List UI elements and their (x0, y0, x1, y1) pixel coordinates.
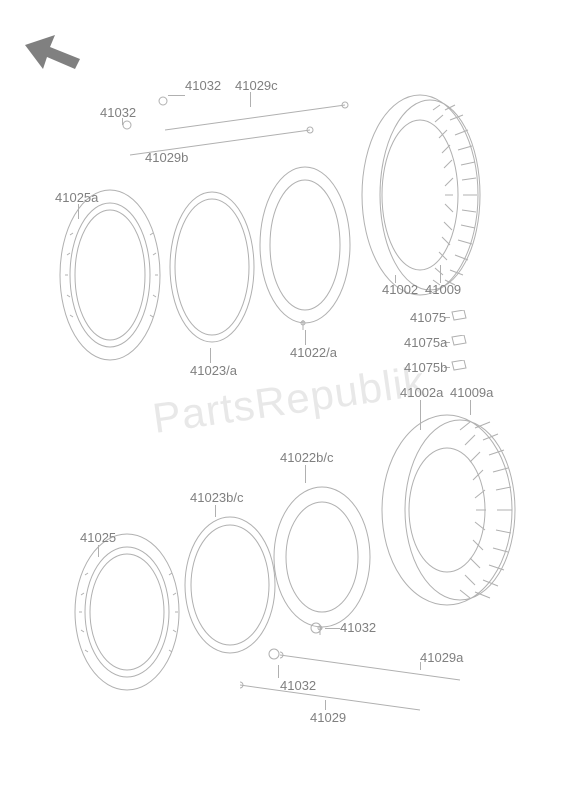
label-41032-tr: 41032 (185, 78, 221, 93)
leader-41032-tr (168, 95, 185, 96)
label-41009: 41009 (425, 282, 461, 297)
arrow-indicator (25, 35, 95, 85)
part-nipple-tl (122, 120, 132, 130)
leader-41009a (470, 400, 471, 415)
label-41023a: 41023/a (190, 363, 237, 378)
label-41032-bm: 41032 (340, 620, 376, 635)
label-41075: 41075 (410, 310, 446, 325)
label-41075a: 41075a (404, 335, 447, 350)
leader-41002a (420, 400, 421, 430)
leader-41029 (325, 700, 326, 710)
label-41025a: 41025a (55, 190, 98, 205)
part-rimband-rear (180, 510, 280, 660)
part-rim-front (55, 185, 165, 365)
leader-41023bc (215, 505, 216, 517)
leader-41025 (98, 545, 99, 557)
label-41075b: 41075b (404, 360, 447, 375)
part-tube-rear (270, 480, 375, 635)
label-41009a: 41009a (450, 385, 493, 400)
label-41025: 41025 (80, 530, 116, 545)
leader-41032-bl (278, 665, 279, 678)
leader-41025a (78, 204, 79, 219)
part-nipple-tr (158, 96, 168, 106)
part-rimband-front (165, 185, 260, 350)
leader-41023a (210, 348, 211, 363)
label-41029a: 41029a (420, 650, 463, 665)
part-nipple-bm (310, 622, 322, 634)
part-tube-front (255, 160, 355, 330)
part-weight-1 (450, 310, 468, 322)
label-41002a: 41002a (400, 385, 443, 400)
part-rim-rear (70, 530, 185, 695)
part-nipple-bl (268, 648, 280, 660)
leader-41009 (440, 265, 441, 283)
label-41023bc: 41023b/c (190, 490, 244, 505)
leader-41022bc (305, 465, 306, 483)
leader-41022a (305, 330, 306, 345)
label-41002: 41002 (382, 282, 418, 297)
label-41029c: 41029c (235, 78, 278, 93)
part-tire-front (355, 90, 485, 300)
part-weight-2 (450, 335, 468, 347)
label-41022a: 41022/a (290, 345, 337, 360)
label-41022bc: 41022b/c (280, 450, 334, 465)
leader-41032-bm (325, 628, 340, 629)
part-tire-rear (375, 410, 520, 610)
label-41032-bl: 41032 (280, 678, 316, 693)
label-41032-tl: 41032 (100, 105, 136, 120)
leader-41029c (250, 92, 251, 107)
label-41029b: 41029b (145, 150, 188, 165)
part-weight-3 (450, 360, 468, 372)
label-41029: 41029 (310, 710, 346, 725)
